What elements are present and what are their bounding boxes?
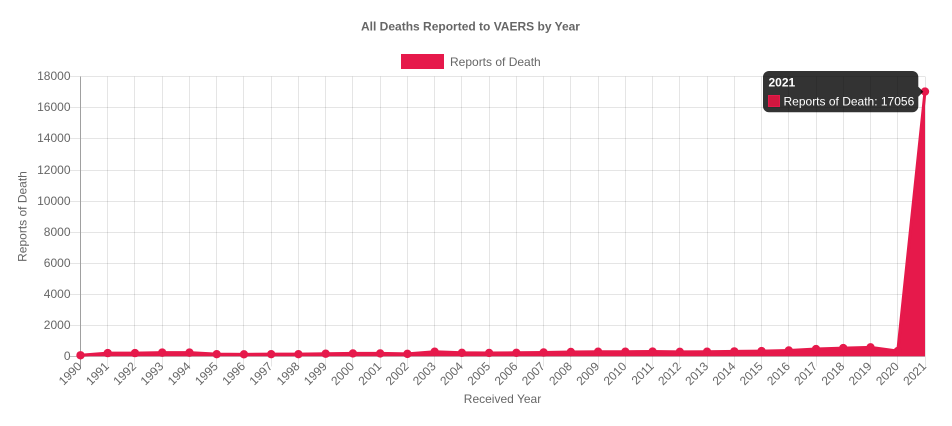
svg-text:Reports of Death: Reports of Death	[450, 55, 541, 69]
svg-text:10000: 10000	[37, 194, 71, 208]
svg-text:2000: 2000	[44, 318, 71, 332]
svg-text:Reports of Death: 17056: Reports of Death: 17056	[784, 95, 915, 109]
svg-text:All Deaths Reported to VAERS b: All Deaths Reported to VAERS by Year	[361, 20, 580, 34]
svg-text:4000: 4000	[44, 287, 71, 301]
svg-text:18000: 18000	[37, 69, 71, 83]
svg-text:0: 0	[64, 349, 71, 363]
svg-text:Reports of Death: Reports of Death	[16, 171, 30, 262]
svg-text:6000: 6000	[44, 256, 71, 270]
svg-text:14000: 14000	[37, 131, 71, 145]
svg-text:2021: 2021	[769, 76, 796, 90]
svg-text:16000: 16000	[37, 100, 71, 114]
svg-text:12000: 12000	[37, 163, 71, 177]
svg-text:8000: 8000	[44, 225, 71, 239]
svg-text:Received Year: Received Year	[464, 392, 541, 406]
